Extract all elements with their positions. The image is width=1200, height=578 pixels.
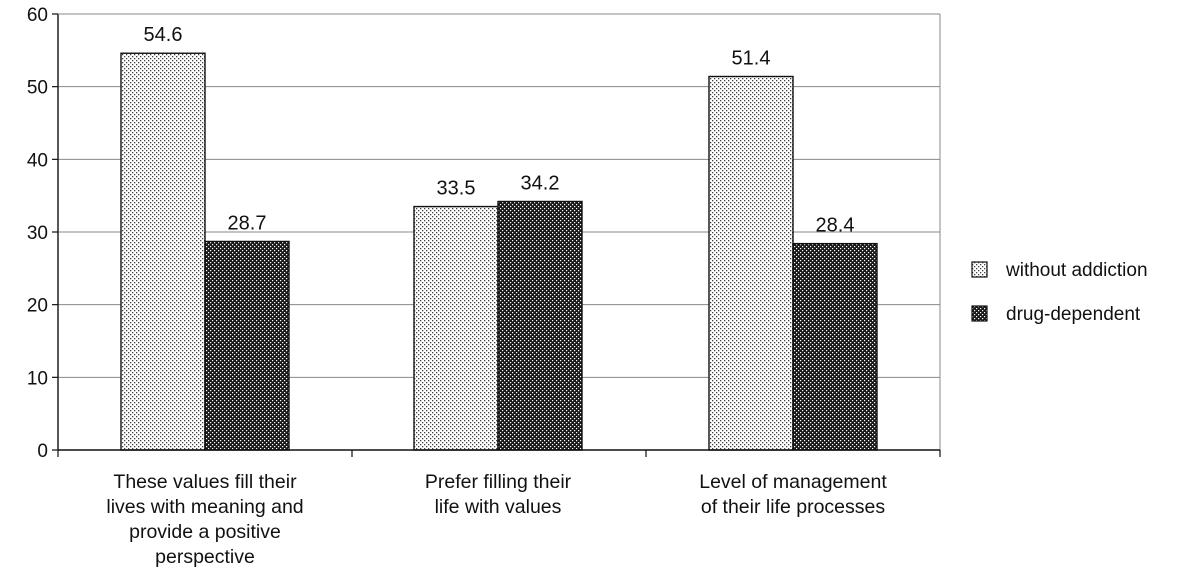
bar-without-addiction <box>413 205 499 451</box>
legend: without addiction drug-dependent <box>971 260 1148 325</box>
legend-swatch-without-addiction <box>971 261 988 278</box>
bar-value-label: 34.2 <box>521 172 560 194</box>
y-tick-label: 60 <box>27 5 48 26</box>
x-category-label: lives with meaning and <box>106 496 303 518</box>
y-tick-label: 40 <box>27 150 48 171</box>
bar-value-label: 28.4 <box>816 215 855 237</box>
bar-drug-dependent <box>204 240 290 451</box>
x-category-label: Level of management <box>699 471 887 493</box>
axes <box>52 13 941 457</box>
x-category-label: These values fill their <box>113 471 297 493</box>
x-category-label: life with values <box>435 496 562 518</box>
x-category-label: Prefer filling their <box>425 471 572 493</box>
y-tick-label: 20 <box>27 296 48 317</box>
y-tick-label: 50 <box>27 78 48 99</box>
bar-without-addiction <box>708 75 794 451</box>
bar-value-label: 51.4 <box>732 47 771 69</box>
x-category-label: perspective <box>155 546 255 568</box>
x-category-label: of their life processes <box>701 496 886 518</box>
labels: 0 10 20 30 40 50 60 54.6 33.5 51.4 28.7 34.2 28.4 The… <box>27 5 887 568</box>
bar-value-label: 54.6 <box>144 24 183 46</box>
legend-swatch-drug-dependent <box>971 305 988 322</box>
legend-label: without addiction <box>1005 260 1148 281</box>
bar-drug-dependent <box>792 242 878 451</box>
bars <box>120 52 878 451</box>
legend-label: drug-dependent <box>1006 304 1141 325</box>
y-tick-label: 0 <box>37 441 48 462</box>
bar-value-label: 28.7 <box>228 212 267 234</box>
bar-without-addiction <box>120 52 206 451</box>
bar-drug-dependent <box>497 200 583 451</box>
y-tick-label: 30 <box>27 223 48 244</box>
x-category-label: provide a positive <box>129 521 281 543</box>
y-tick-label: 10 <box>27 368 48 389</box>
bar-value-label: 33.5 <box>437 178 476 200</box>
